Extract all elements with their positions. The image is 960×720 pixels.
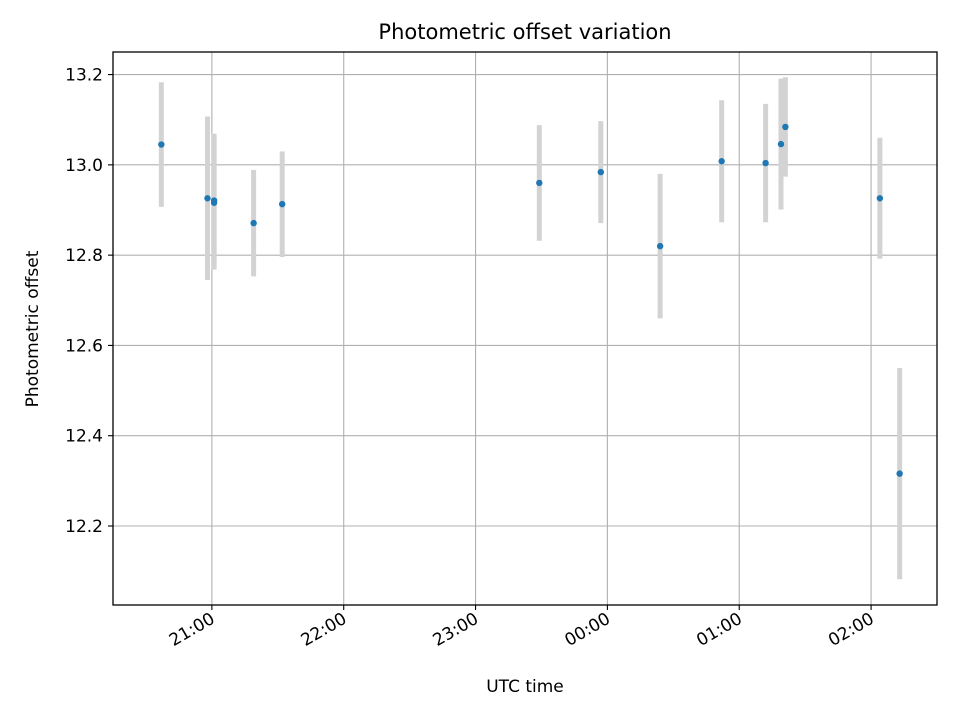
data-point: [777, 140, 785, 148]
data-point: [718, 158, 725, 165]
y-tick-label: 12.2: [65, 517, 103, 537]
x-axis-label: UTC time: [486, 677, 564, 697]
error-bars: [158, 77, 903, 580]
y-tick-label: 13.2: [65, 66, 103, 86]
y-tick-label: 13.0: [65, 156, 103, 176]
x-axis-ticks: 21:00 22:00 23:00 00:00 01:00 02:00: [166, 605, 878, 651]
data-point: [250, 219, 257, 227]
y-tick-label: 12.8: [65, 246, 103, 266]
data-point: [204, 195, 211, 202]
data-point: [762, 159, 769, 167]
plot-frame: [112, 51, 938, 606]
data-point: [536, 179, 543, 187]
x-tick-label: 21:00: [166, 609, 218, 651]
data-point: [656, 242, 664, 250]
chart-title: Photometric offset variation: [378, 20, 671, 44]
y-tick-label: 12.4: [65, 427, 103, 447]
y-axis-label: Photometric offset: [23, 250, 43, 407]
data-point: [782, 123, 789, 131]
y-axis-ticks: 12.2 12.4 12.6 12.8 13.0 13.2: [65, 66, 113, 537]
y-tick-label: 12.6: [65, 336, 103, 356]
grid: [113, 52, 937, 605]
data-point: [158, 141, 165, 148]
data-point: [210, 199, 218, 206]
x-tick-label: 02:00: [825, 609, 877, 651]
data-point: [597, 168, 605, 176]
data-point: [896, 470, 903, 477]
data-point: [876, 195, 884, 202]
data-point: [278, 200, 286, 208]
x-tick-label: 00:00: [561, 609, 613, 651]
data-points: [158, 123, 903, 477]
x-tick-label: 23:00: [430, 609, 482, 651]
x-tick-label: 01:00: [693, 609, 745, 651]
x-tick-label: 22:00: [298, 609, 350, 651]
